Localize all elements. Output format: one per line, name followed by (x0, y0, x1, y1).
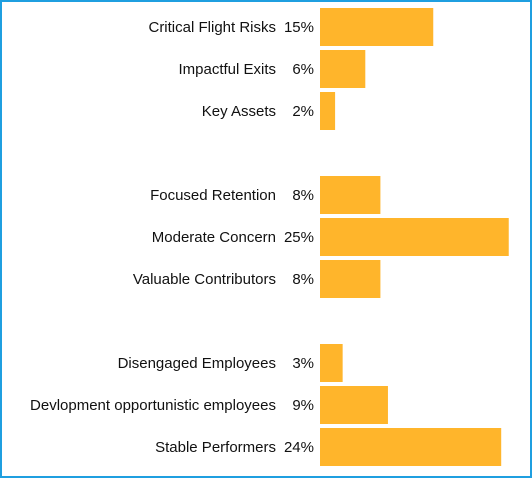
data-label: 8% (292, 187, 314, 204)
bar (320, 50, 366, 88)
bar (320, 92, 336, 130)
bar (320, 218, 509, 256)
data-label: 24% (284, 439, 314, 456)
category-label: Focused Retention (150, 187, 276, 204)
bar-group: 15% Critical Flight Risks 6% Impactful Exit… (148, 8, 434, 130)
category-label: Critical Flight Risks (148, 19, 276, 36)
data-label: 8% (292, 271, 314, 288)
data-label: 2% (292, 103, 314, 120)
category-label: Moderate Concern (152, 229, 276, 246)
data-label: 25% (284, 229, 314, 246)
bar (320, 428, 502, 466)
data-label: 15% (284, 19, 314, 36)
bar (320, 176, 381, 214)
bar-group: 3% Disengaged Employees 9% Devlopment oppor… (30, 344, 502, 466)
bar (320, 386, 388, 424)
category-label: Impactful Exits (178, 61, 276, 78)
category-label: Disengaged Employees (118, 355, 276, 372)
category-label: Valuable Contributors (133, 271, 276, 288)
bar-group: 8% Focused Retention 25% Moderate Concern 8%… (133, 176, 509, 298)
data-label: 6% (292, 61, 314, 78)
data-label: 9% (292, 397, 314, 414)
bar (320, 344, 343, 382)
category-label: Devlopment opportunistic employees (30, 397, 276, 414)
bar (320, 8, 434, 46)
category-label: Stable Performers (155, 439, 276, 456)
data-label: 3% (292, 355, 314, 372)
category-label: Key Assets (202, 103, 276, 120)
bar (320, 260, 381, 298)
